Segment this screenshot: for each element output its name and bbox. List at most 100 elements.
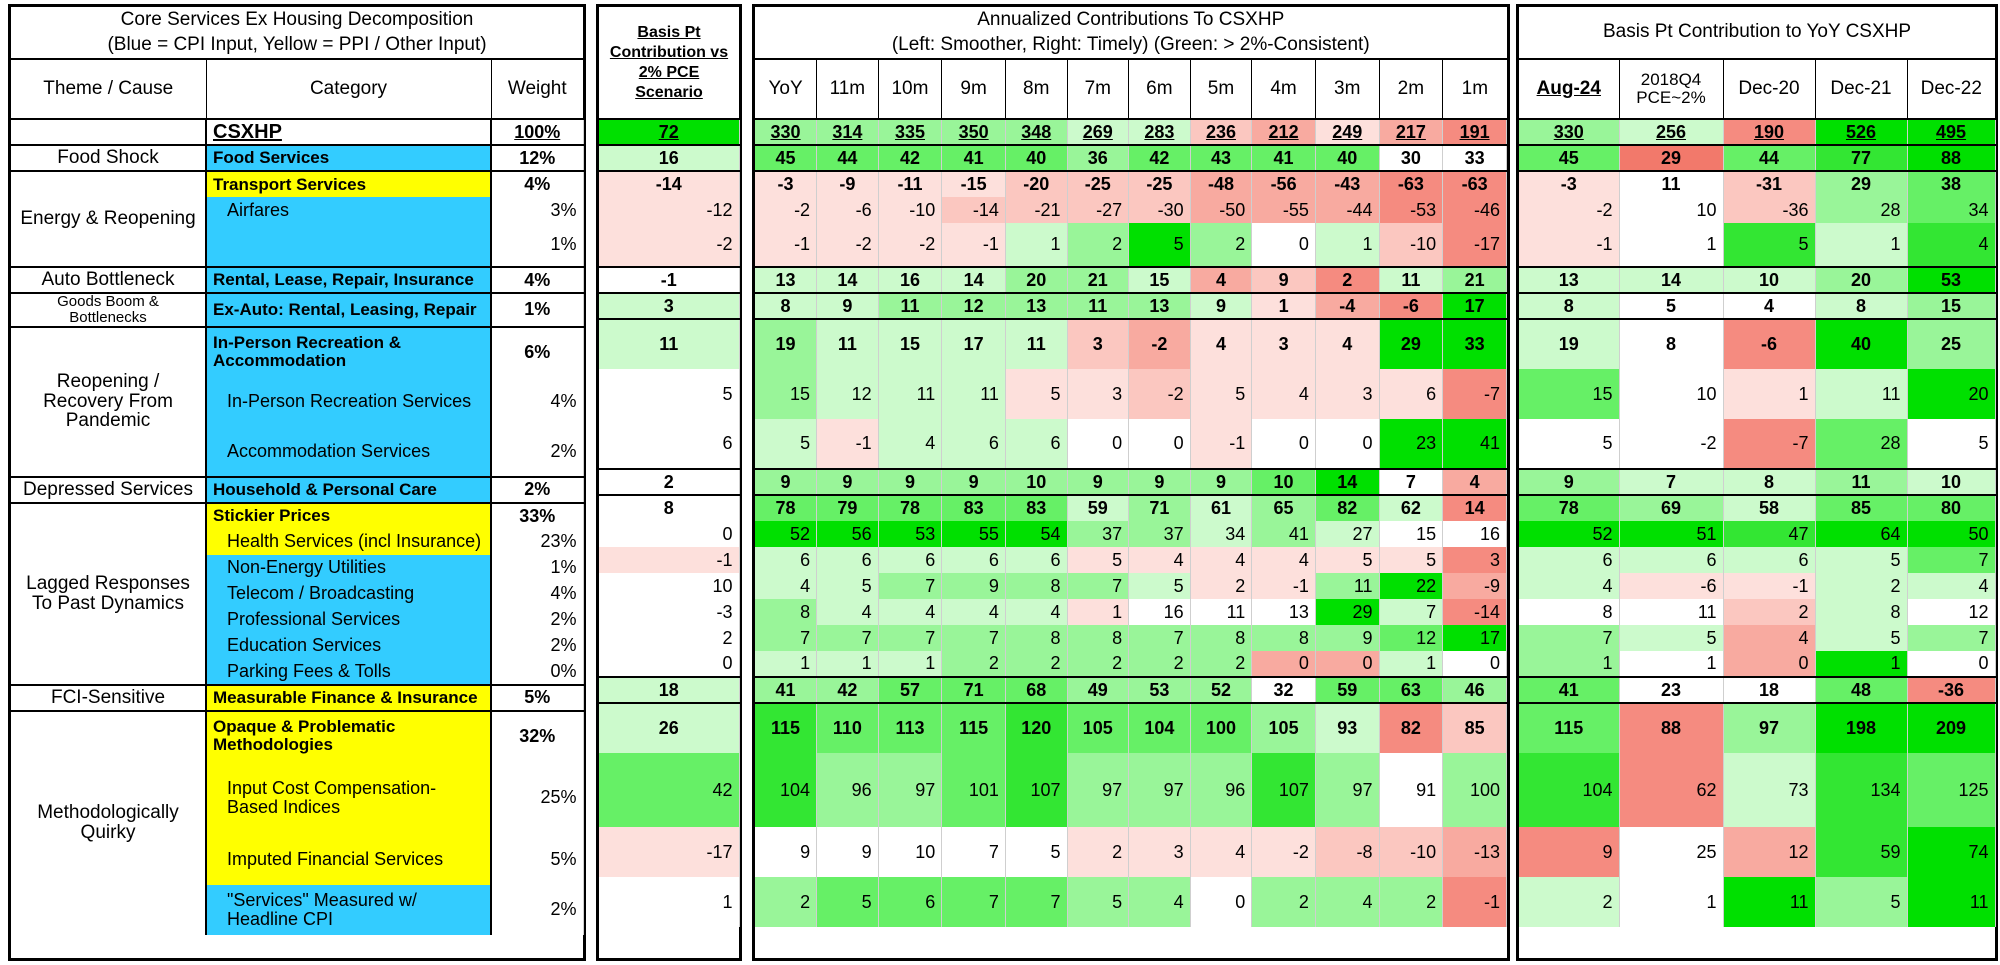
table-row: Airfares 3% — [11, 197, 584, 223]
annualized-cell: -43 — [1315, 170, 1380, 197]
yoy-cell: 104 — [1519, 753, 1620, 827]
annualized-cell: 53 — [1128, 676, 1191, 703]
annualized-cell: 29 — [1379, 318, 1444, 369]
annualized-cell: 5 — [1067, 877, 1130, 927]
annualized-cell: 6 — [816, 547, 879, 573]
weight-cell: 1% — [489, 554, 584, 581]
yoy-cell: 15 — [1907, 292, 1996, 319]
table-row: -17 — [599, 827, 740, 877]
annualized-cell: 52 — [1190, 676, 1253, 703]
basis-cell: 42 — [599, 753, 740, 827]
annualized-cell: 4 — [1251, 369, 1316, 419]
annualized-cell: 83 — [941, 494, 1006, 521]
annualized-cell: 7 — [878, 625, 943, 651]
annualized-cell: 33 — [1442, 318, 1507, 369]
theme-cell: Reopening / Recovery From Pandemic — [11, 325, 207, 477]
category-cell: Opaque & Problematic Methodologies — [206, 709, 492, 761]
annualized-cell: 10 — [1005, 468, 1068, 495]
header-period-1: 11m — [816, 59, 879, 120]
yoy-cell: 80 — [1907, 494, 1996, 521]
yoy-cell: 4 — [1907, 223, 1996, 267]
table-row: 2 — [599, 625, 740, 651]
annualized-cell: 4 — [1251, 547, 1316, 573]
table-row: 15 12 11 11 5 3 -2 5 4 3 6 -7 — [755, 369, 1507, 419]
annualized-cell: 0 — [1442, 651, 1507, 677]
table-row: 41 23 18 48 -36 — [1519, 676, 1996, 703]
annualized-cell: 0 — [1251, 651, 1316, 677]
annualized-cell: -2 — [1128, 369, 1191, 419]
weight-cell: 5% — [489, 834, 584, 885]
annualized-cell: 4 — [1190, 318, 1253, 369]
table-row: 15 10 1 11 20 — [1519, 369, 1996, 419]
annualized-cell: 93 — [1315, 702, 1380, 753]
category-cell: Imputed Financial Services — [206, 834, 492, 885]
annualized-cell: -7 — [1442, 369, 1507, 419]
annualized-cell: 3 — [1315, 369, 1380, 419]
annualized-cell: 8 — [755, 599, 818, 625]
yoy-cell: 38 — [1907, 170, 1996, 197]
table-row: 10 — [599, 573, 740, 599]
yoy-cell: 23 — [1619, 676, 1724, 703]
table-row: 0 — [599, 651, 740, 677]
table-row: Food Shock Food Services 12% — [11, 144, 584, 171]
yoy-cell: 198 — [1815, 702, 1908, 753]
annualized-cell: 11 — [878, 369, 943, 419]
annualized-cell: 120 — [1005, 702, 1068, 753]
annualized-cell: 71 — [1128, 494, 1191, 521]
yoy-cell: -6 — [1619, 573, 1724, 599]
annualized-cell: 11 — [1379, 266, 1444, 293]
header-basis: Basis Pt Contribution vs 2% PCE Scenario — [599, 7, 739, 120]
annualized-cell: 4 — [755, 573, 818, 599]
yoy-cell: 9 — [1519, 468, 1620, 495]
theme-cell: Lagged Responses To Past Dynamics — [11, 501, 207, 685]
annualized-cell: -1 — [755, 223, 818, 267]
annualized-cell: -4 — [1315, 292, 1380, 319]
table-row: 115 88 97 198 209 — [1519, 702, 1996, 753]
category-cell: Parking Fees & Tolls — [206, 658, 492, 685]
annualized-cell: 1 — [1379, 651, 1444, 677]
annualized-cell: 5 — [1315, 547, 1380, 573]
table-row: Input Cost Compensation-Based Indices 25% — [11, 760, 584, 835]
annualized-cell: 4 — [1128, 547, 1191, 573]
yoy-cell: 9 — [1519, 827, 1620, 877]
yoy-cell: 10 — [1619, 197, 1724, 223]
weight-cell: 6% — [489, 325, 584, 377]
table-row: 52 51 47 64 50 — [1519, 521, 1996, 547]
annualized-cell: 27 — [1315, 521, 1380, 547]
annualized-cell: 96 — [1190, 753, 1253, 827]
table-row: 26 — [599, 702, 740, 753]
yoy-cell: 7 — [1619, 468, 1724, 495]
annualized-cell: 8 — [1251, 625, 1316, 651]
annualized-cell: 78 — [755, 494, 818, 521]
annualized-cell: 17 — [941, 318, 1006, 369]
annualized-cell: 217 — [1379, 119, 1444, 145]
annualized-cell: 5 — [1128, 223, 1191, 267]
annualized-table: Annualized Contributions To CSXHP (Left:… — [755, 7, 1507, 927]
table-row: 3 — [599, 292, 740, 319]
annualized-cell: 2 — [1190, 573, 1253, 599]
table-row: -3 -9 -11 -15 -20 -25 -25 -48 -56 -43 -63 -63 — [755, 170, 1507, 197]
annualized-cell: 104 — [1128, 702, 1191, 753]
table-row: 1 — [599, 877, 740, 927]
category-cell: Telecom / Broadcasting — [206, 580, 492, 607]
yoy-cell: 4 — [1907, 573, 1996, 599]
yoy-cell: 41 — [1519, 676, 1620, 703]
yoy-cell: 10 — [1619, 369, 1724, 419]
yoy-cell: 13 — [1519, 266, 1620, 293]
yoy-cell: 11 — [1723, 877, 1816, 927]
table-row: 52 56 53 55 54 37 37 34 41 27 15 16 — [755, 521, 1507, 547]
annualized-cell: 6 — [1005, 419, 1068, 469]
table-row: 18 — [599, 676, 740, 703]
table-row: Energy & Reopening Transport Services 4% — [11, 170, 584, 267]
table-row: CSXHP 100% — [11, 119, 584, 145]
theme-cell: Food Shock — [11, 144, 207, 171]
yoy-cell: 40 — [1815, 318, 1908, 369]
yoy-cell: 28 — [1815, 197, 1908, 223]
yoy-cell: -36 — [1907, 676, 1996, 703]
yoy-cell: -2 — [1519, 197, 1620, 223]
annualized-cell: 5 — [816, 877, 879, 927]
annualized-cell: 107 — [1251, 753, 1316, 827]
annualized-cell: 14 — [1442, 494, 1507, 521]
basis-cell: 11 — [599, 318, 740, 369]
annualized-cell: -11 — [878, 170, 943, 197]
